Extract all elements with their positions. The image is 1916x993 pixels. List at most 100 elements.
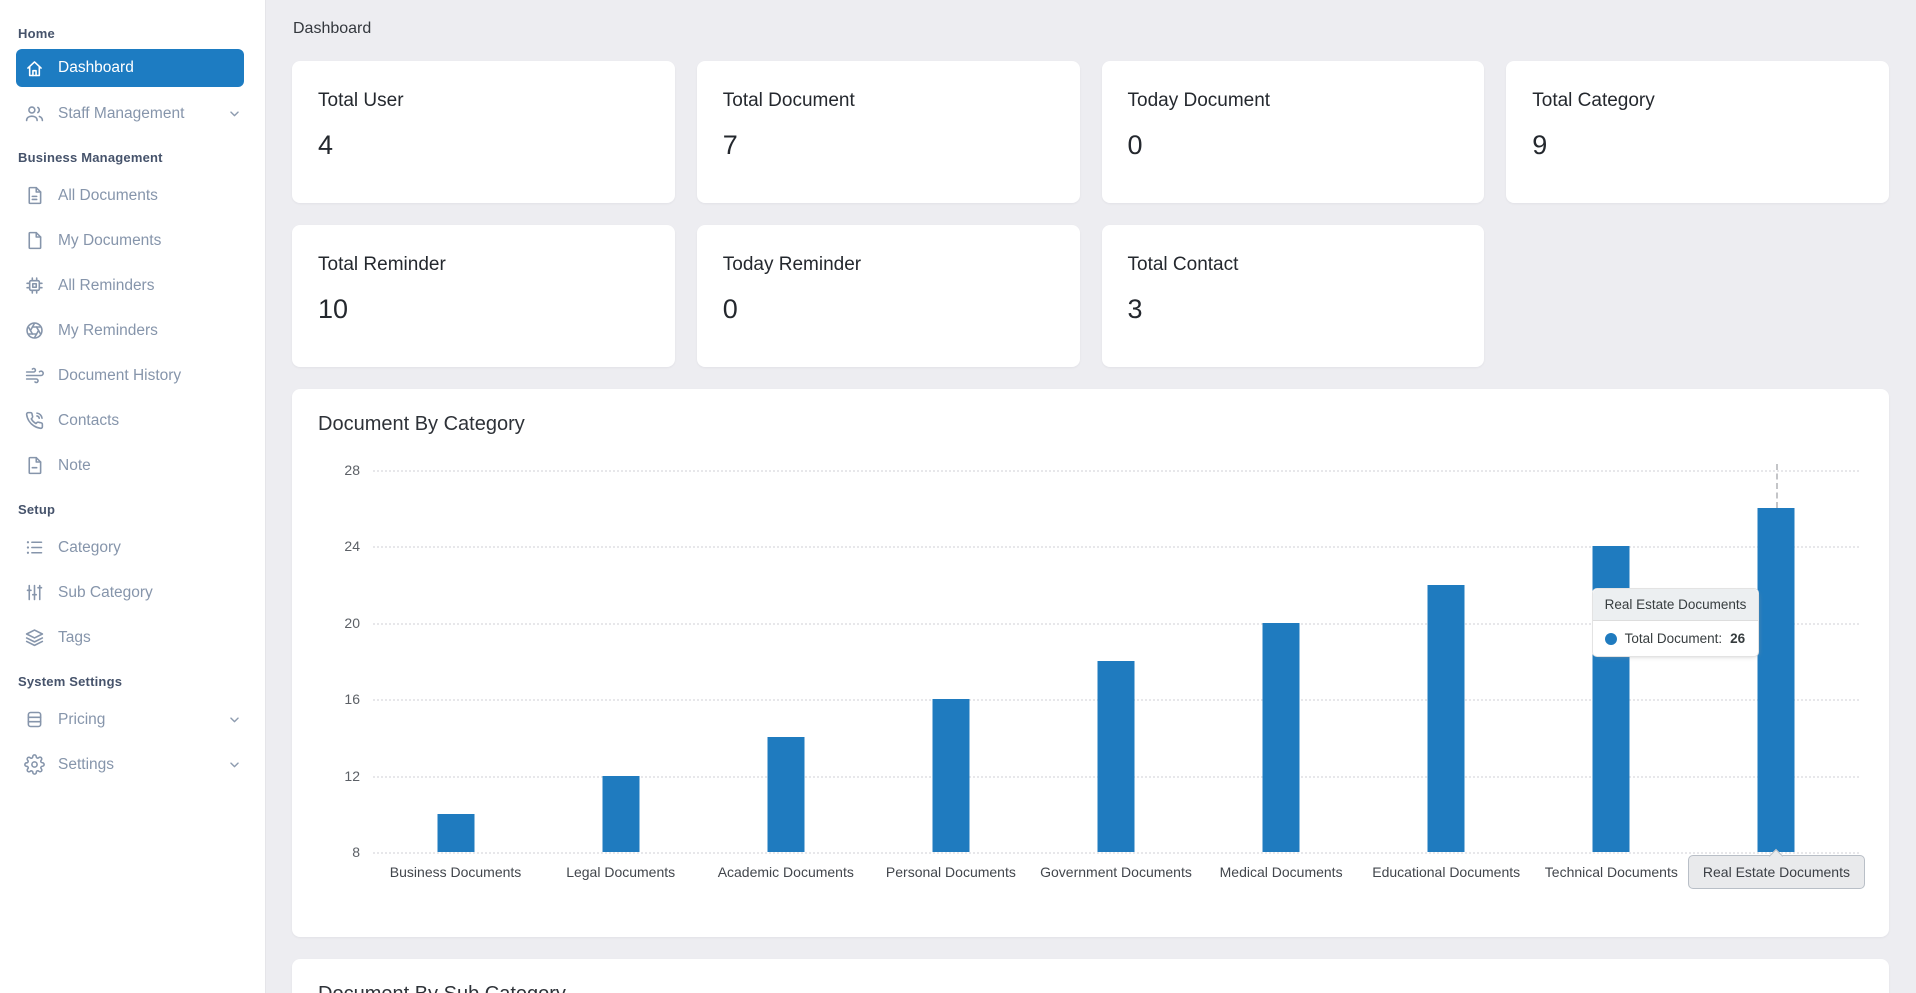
sidebar-item-dashboard[interactable]: Dashboard <box>16 49 244 87</box>
stat-value: 7 <box>722 130 738 160</box>
page-title: Dashboard <box>293 20 372 37</box>
sidebar-item-pricing[interactable]: Pricing <box>0 697 265 742</box>
chart-tooltip: Real Estate Documents Total Document: 26 <box>1591 588 1760 657</box>
bar-medical-documents[interactable] <box>1262 622 1300 852</box>
contacts-icon <box>25 411 44 430</box>
tooltip-series-label: Total Document: <box>1624 631 1723 646</box>
stat-card-total-user: Total User 4 <box>292 61 675 203</box>
bar-real-estate-documents[interactable] <box>1757 508 1795 852</box>
settings-icon <box>24 754 45 775</box>
sidebar-item-label: Contacts <box>58 411 120 429</box>
stat-label: Total Category <box>1532 90 1655 111</box>
sidebar: Home Dashboard Staff Management Business… <box>0 0 265 993</box>
stat-label: Total Document <box>722 90 855 111</box>
x-axis-label: Medical Documents <box>1219 864 1343 880</box>
x-axis-label: Business Documents <box>389 864 522 880</box>
stat-label: Total User <box>318 90 404 111</box>
chart-column: Legal Documents <box>538 470 703 918</box>
stat-value: 3 <box>1127 294 1143 324</box>
y-axis-tick-label: 20 <box>344 614 360 631</box>
chart-column: Government Documents <box>1033 470 1198 918</box>
tooltip-series-marker <box>1604 632 1617 645</box>
bar-government-documents[interactable] <box>1097 661 1135 852</box>
stat-value: 0 <box>1127 130 1143 160</box>
subcategory-title: Document By Sub Category <box>318 983 1863 993</box>
bar-business-documents[interactable] <box>437 813 475 852</box>
stat-label: Today Document <box>1127 90 1271 111</box>
chart-column: Medical Documents <box>1199 470 1364 918</box>
bar-personal-documents[interactable] <box>932 699 970 852</box>
sidebar-item-staff-management[interactable]: Staff Management <box>0 91 265 136</box>
chart-column: Real Estate Documents Real Estate Documen… <box>1591 464 1865 918</box>
sidebar-item-my-documents[interactable]: My Documents <box>0 218 265 263</box>
sidebar-item-label: All Documents <box>58 186 158 204</box>
x-axis-label: Technical Documents <box>1544 864 1678 880</box>
bar-educational-documents[interactable] <box>1427 584 1465 852</box>
my-reminders-icon <box>26 322 43 339</box>
my-documents-icon <box>28 231 42 250</box>
sidebar-item-settings[interactable]: Settings <box>0 742 265 787</box>
chart-column: Academic Documents <box>703 470 868 918</box>
stat-card-total-category: Total Category 9 <box>1506 61 1889 203</box>
sidebar-item-tags[interactable]: Tags <box>0 615 265 660</box>
tooltip-title: Real Estate Documents <box>1592 589 1759 621</box>
sidebar-item-label: All Reminders <box>58 276 155 294</box>
document-history-icon <box>25 367 44 384</box>
stat-label: Today Reminder <box>722 254 862 275</box>
sidebar-item-category[interactable]: Category <box>0 525 265 570</box>
sidebar-item-contacts[interactable]: Contacts <box>0 398 265 443</box>
x-axis-label: Government Documents <box>1040 864 1192 880</box>
chart-title: Document By Category <box>318 413 525 435</box>
stat-value: 10 <box>318 294 349 324</box>
bar-academic-documents[interactable] <box>767 737 805 852</box>
chevron-down-icon <box>230 762 239 768</box>
chart-column: Technical Documents <box>1529 470 1694 918</box>
sidebar-item-label: Staff Management <box>58 104 185 122</box>
sidebar-item-label: Document History <box>58 366 182 384</box>
sidebar-section-label: Home <box>18 26 55 41</box>
x-axis-label: Legal Documents <box>566 864 676 880</box>
y-axis-tick-label: 8 <box>352 844 360 860</box>
note-icon <box>28 456 42 475</box>
chevron-down-icon <box>230 111 239 117</box>
gridline <box>373 852 1859 854</box>
stat-value: 0 <box>722 294 738 324</box>
category-icon <box>26 541 43 554</box>
sidebar-item-all-reminders[interactable]: All Reminders <box>0 263 265 308</box>
stat-card-total-contact: Total Contact 3 <box>1101 225 1485 367</box>
y-axis-tick-label: 28 <box>344 462 360 478</box>
topbar: Dashboard <box>265 0 1916 61</box>
bar-chart: 8 12 16 20 24 28 Business Documents Legal Docum… <box>318 462 1865 918</box>
sub-category-icon <box>26 584 43 601</box>
staff-icon <box>25 106 44 122</box>
tooltip-value: 26 <box>1730 631 1746 646</box>
main-content: Dashboard Total User 4 Total Document 7 … <box>265 0 1916 993</box>
sidebar-item-label: Settings <box>58 755 115 773</box>
sidebar-item-sub-category[interactable]: Sub Category <box>0 570 265 615</box>
chart-column: Business Documents <box>373 470 538 918</box>
gridline <box>373 622 1859 625</box>
stat-card-today-reminder: Today Reminder 0 <box>696 225 1080 367</box>
tooltip-body: Total Document: 26 <box>1593 621 1759 656</box>
tags-icon <box>25 629 44 647</box>
x-axis-label: Real Estate Documents <box>1664 855 1889 889</box>
sidebar-item-my-reminders[interactable]: My Reminders <box>0 308 265 353</box>
x-axis-label: Academic Documents <box>717 864 854 880</box>
sidebar-item-all-documents[interactable]: All Documents <box>0 173 265 218</box>
stat-card-today-document: Today Document 0 <box>1101 61 1485 203</box>
x-axis-label: Educational Documents <box>1372 864 1521 880</box>
sidebar-item-label: Sub Category <box>58 583 153 601</box>
sidebar-item-note[interactable]: Note <box>0 443 265 488</box>
chart-column: Personal Documents <box>868 470 1033 918</box>
gridline <box>373 546 1859 549</box>
sidebar-item-label: Tags <box>58 628 91 646</box>
bar-legal-documents[interactable] <box>602 775 640 852</box>
hover-crosshair <box>1776 464 1779 509</box>
x-axis-label: Personal Documents <box>885 864 1016 880</box>
pricing-icon <box>27 711 42 728</box>
sidebar-item-document-history[interactable]: Document History <box>0 353 265 398</box>
sidebar-section-label: Setup <box>18 502 56 517</box>
sidebar-section-setup: Setup Category Sub Category Tags <box>0 502 265 660</box>
home-icon <box>27 60 42 76</box>
chevron-down-icon <box>230 717 239 723</box>
